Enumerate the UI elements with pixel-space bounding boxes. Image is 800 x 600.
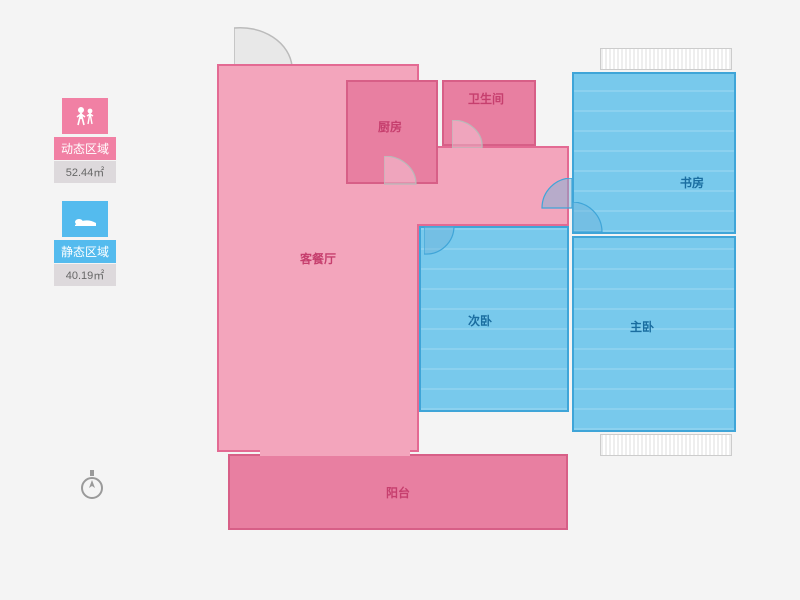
label-bath: 卫生间 bbox=[468, 90, 504, 107]
legend: 动态区域 52.44㎡ 静态区域 40.19㎡ bbox=[54, 98, 116, 304]
door-arc-bed2 bbox=[424, 226, 456, 256]
label-balcony: 阳台 bbox=[386, 484, 410, 501]
door-arc-study bbox=[540, 178, 572, 210]
compass-icon bbox=[78, 466, 106, 502]
sleep-icon bbox=[62, 201, 108, 237]
label-living: 客餐厅 bbox=[300, 250, 336, 267]
legend-static-title: 静态区域 bbox=[54, 240, 116, 263]
curtain-top bbox=[600, 48, 732, 70]
door-arc-bath bbox=[452, 120, 486, 148]
curtain-bottom bbox=[600, 434, 732, 456]
door-arc-kitchen bbox=[384, 156, 420, 186]
legend-static-area: 40.19㎡ bbox=[54, 264, 116, 286]
people-icon bbox=[62, 98, 108, 134]
legend-dynamic: 动态区域 52.44㎡ bbox=[54, 98, 116, 183]
opening-living-balcony bbox=[260, 450, 410, 456]
legend-static: 静态区域 40.19㎡ bbox=[54, 201, 116, 286]
door-arc-bed1 bbox=[572, 202, 604, 234]
label-kitchen: 厨房 bbox=[378, 118, 402, 135]
floorplan: 客餐厅 厨房 卫生间 次卧 书房 主卧 阳台 bbox=[200, 20, 760, 580]
entry-door-arc bbox=[234, 26, 296, 66]
legend-dynamic-area: 52.44㎡ bbox=[54, 161, 116, 183]
label-bed1: 主卧 bbox=[630, 318, 654, 335]
label-study: 书房 bbox=[680, 174, 704, 191]
label-bed2: 次卧 bbox=[468, 312, 492, 329]
legend-dynamic-title: 动态区域 bbox=[54, 137, 116, 160]
